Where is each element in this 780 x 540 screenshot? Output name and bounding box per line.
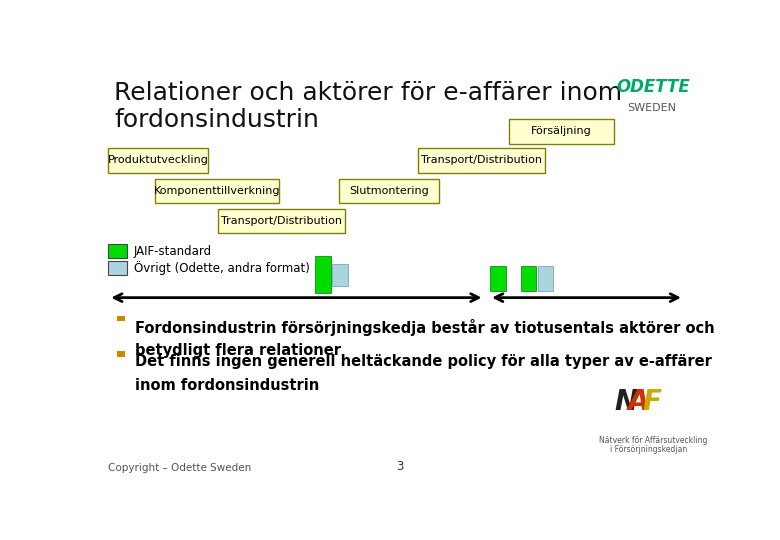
Text: Copyright – Odette Sweden: Copyright – Odette Sweden xyxy=(108,463,252,473)
Text: Produktutveckling: Produktutveckling xyxy=(108,156,209,165)
Text: N: N xyxy=(615,388,637,416)
FancyBboxPatch shape xyxy=(521,266,537,291)
Text: F: F xyxy=(643,388,661,416)
Text: Försäljning: Försäljning xyxy=(531,126,592,136)
FancyBboxPatch shape xyxy=(509,119,615,144)
Text: Transport/Distribution: Transport/Distribution xyxy=(421,156,542,165)
FancyBboxPatch shape xyxy=(339,179,439,203)
FancyBboxPatch shape xyxy=(315,256,331,294)
Text: Relationer och aktörer för e-affärer inom: Relationer och aktörer för e-affärer ino… xyxy=(115,82,622,105)
Text: Nätverk för Affärsutveckling: Nätverk för Affärsutveckling xyxy=(599,436,707,446)
Text: Det finns ingen generell heltäckande policy för alla typer av e-affärer: Det finns ingen generell heltäckande pol… xyxy=(135,354,712,369)
FancyBboxPatch shape xyxy=(108,261,126,275)
Text: betydligt flera relationer: betydligt flera relationer xyxy=(135,343,341,358)
Text: 3: 3 xyxy=(396,460,403,473)
Text: Övrigt (Odette, andra format): Övrigt (Odette, andra format) xyxy=(134,261,310,275)
FancyBboxPatch shape xyxy=(108,245,126,258)
Text: SWEDEN: SWEDEN xyxy=(627,103,676,113)
FancyBboxPatch shape xyxy=(117,351,126,357)
FancyBboxPatch shape xyxy=(332,265,348,286)
Text: inom fordonsindustrin: inom fordonsindustrin xyxy=(135,379,319,393)
FancyBboxPatch shape xyxy=(218,208,346,233)
Text: Transport/Distribution: Transport/Distribution xyxy=(222,215,342,226)
FancyBboxPatch shape xyxy=(418,148,544,173)
FancyBboxPatch shape xyxy=(491,266,506,291)
Text: Fordonsindustrin försörjningskedja består av tiotusentals aktörer och: Fordonsindustrin försörjningskedja bestå… xyxy=(135,319,714,336)
Text: Komponenttillverkning: Komponenttillverkning xyxy=(154,186,280,196)
FancyBboxPatch shape xyxy=(117,315,126,321)
FancyBboxPatch shape xyxy=(155,179,279,203)
Text: Slutmontering: Slutmontering xyxy=(349,186,429,196)
FancyBboxPatch shape xyxy=(108,148,208,173)
Text: i Försörjningskedjan: i Försörjningskedjan xyxy=(610,444,687,454)
Text: ODETTE: ODETTE xyxy=(616,78,690,96)
FancyBboxPatch shape xyxy=(537,266,553,291)
Text: fordonsindustrin: fordonsindustrin xyxy=(115,109,319,132)
Text: A: A xyxy=(628,388,650,416)
Text: JAIF-standard: JAIF-standard xyxy=(134,245,212,258)
